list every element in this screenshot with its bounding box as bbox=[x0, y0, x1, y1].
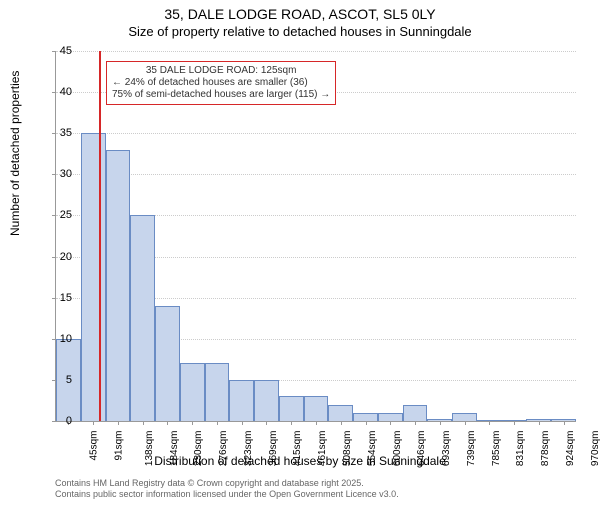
x-tick-mark bbox=[390, 421, 391, 425]
chart-area: 35 DALE LODGE ROAD: 125sqm← 24% of detac… bbox=[55, 51, 575, 421]
x-tick-mark bbox=[192, 421, 193, 425]
histogram-bar bbox=[81, 133, 106, 421]
annotation-box: 35 DALE LODGE ROAD: 125sqm← 24% of detac… bbox=[106, 61, 336, 105]
y-tick-label: 20 bbox=[42, 251, 72, 263]
y-tick-label: 10 bbox=[42, 333, 72, 345]
x-tick-mark bbox=[489, 421, 490, 425]
x-tick-label: 693sqm bbox=[441, 431, 452, 467]
page-title: 35, DALE LODGE ROAD, ASCOT, SL5 0LY bbox=[0, 6, 600, 22]
x-tick-label: 369sqm bbox=[268, 431, 279, 467]
y-tick-label: 30 bbox=[42, 168, 72, 180]
y-tick-label: 45 bbox=[42, 45, 72, 57]
histogram-bar bbox=[130, 215, 155, 421]
reference-line bbox=[99, 51, 101, 421]
footer-line1: Contains HM Land Registry data © Crown c… bbox=[55, 478, 399, 489]
x-tick-mark bbox=[167, 421, 168, 425]
histogram-bar bbox=[180, 363, 205, 421]
histogram-bar bbox=[229, 380, 254, 421]
plot-region: 35 DALE LODGE ROAD: 125sqm← 24% of detac… bbox=[55, 51, 576, 422]
y-tick-label: 40 bbox=[42, 86, 72, 98]
x-tick-label: 323sqm bbox=[243, 431, 254, 467]
x-tick-label: 739sqm bbox=[466, 431, 477, 467]
grid-line bbox=[56, 51, 576, 52]
histogram-bar bbox=[353, 413, 378, 421]
x-tick-label: 45sqm bbox=[89, 431, 100, 461]
x-tick-label: 646sqm bbox=[416, 431, 427, 467]
x-tick-label: 970sqm bbox=[590, 431, 600, 467]
x-tick-mark bbox=[465, 421, 466, 425]
y-tick-label: 5 bbox=[42, 374, 72, 386]
x-tick-mark bbox=[514, 421, 515, 425]
histogram-bar bbox=[279, 396, 304, 421]
x-tick-mark bbox=[118, 421, 119, 425]
histogram-bar bbox=[205, 363, 230, 421]
x-tick-mark bbox=[440, 421, 441, 425]
x-tick-label: 276sqm bbox=[218, 431, 229, 467]
footer-line2: Contains public sector information licen… bbox=[55, 489, 399, 500]
x-tick-label: 230sqm bbox=[194, 431, 205, 467]
histogram-bar bbox=[254, 380, 279, 421]
x-tick-mark bbox=[242, 421, 243, 425]
y-tick-label: 0 bbox=[42, 415, 72, 427]
y-axis-label: Number of detached properties bbox=[8, 71, 22, 236]
annotation-line: 35 DALE LODGE ROAD: 125sqm bbox=[112, 65, 330, 77]
x-tick-mark bbox=[217, 421, 218, 425]
x-tick-mark bbox=[539, 421, 540, 425]
x-tick-mark bbox=[143, 421, 144, 425]
page-subtitle: Size of property relative to detached ho… bbox=[0, 24, 600, 39]
annotation-line: 75% of semi-detached houses are larger (… bbox=[112, 89, 330, 101]
x-tick-mark bbox=[266, 421, 267, 425]
y-tick-label: 15 bbox=[42, 292, 72, 304]
x-tick-label: 554sqm bbox=[367, 431, 378, 467]
x-tick-mark bbox=[316, 421, 317, 425]
x-tick-label: 508sqm bbox=[342, 431, 353, 467]
chart-container: 35, DALE LODGE ROAD, ASCOT, SL5 0LY Size… bbox=[0, 6, 600, 506]
x-tick-label: 924sqm bbox=[565, 431, 576, 467]
x-tick-mark bbox=[564, 421, 565, 425]
x-tick-label: 785sqm bbox=[491, 431, 502, 467]
annotation-line: ← 24% of detached houses are smaller (36… bbox=[112, 77, 330, 89]
histogram-bar bbox=[403, 405, 428, 421]
x-tick-mark bbox=[291, 421, 292, 425]
x-tick-label: 91sqm bbox=[114, 431, 125, 461]
histogram-bar bbox=[378, 413, 403, 421]
histogram-bar bbox=[304, 396, 329, 421]
histogram-bar bbox=[155, 306, 180, 421]
x-tick-label: 600sqm bbox=[392, 431, 403, 467]
histogram-bar bbox=[328, 405, 353, 421]
x-tick-mark bbox=[93, 421, 94, 425]
x-tick-mark bbox=[415, 421, 416, 425]
x-tick-label: 415sqm bbox=[293, 431, 304, 467]
x-tick-label: 138sqm bbox=[144, 431, 155, 467]
x-tick-label: 461sqm bbox=[317, 431, 328, 467]
x-tick-mark bbox=[341, 421, 342, 425]
x-tick-mark bbox=[366, 421, 367, 425]
footer-attribution: Contains HM Land Registry data © Crown c… bbox=[55, 478, 399, 500]
x-tick-label: 831sqm bbox=[515, 431, 526, 467]
histogram-bar bbox=[452, 413, 477, 421]
grid-line bbox=[56, 133, 576, 134]
x-tick-label: 184sqm bbox=[169, 431, 180, 467]
x-tick-label: 878sqm bbox=[540, 431, 551, 467]
y-tick-label: 35 bbox=[42, 127, 72, 139]
y-tick-label: 25 bbox=[42, 209, 72, 221]
histogram-bar bbox=[106, 150, 131, 421]
grid-line bbox=[56, 174, 576, 175]
